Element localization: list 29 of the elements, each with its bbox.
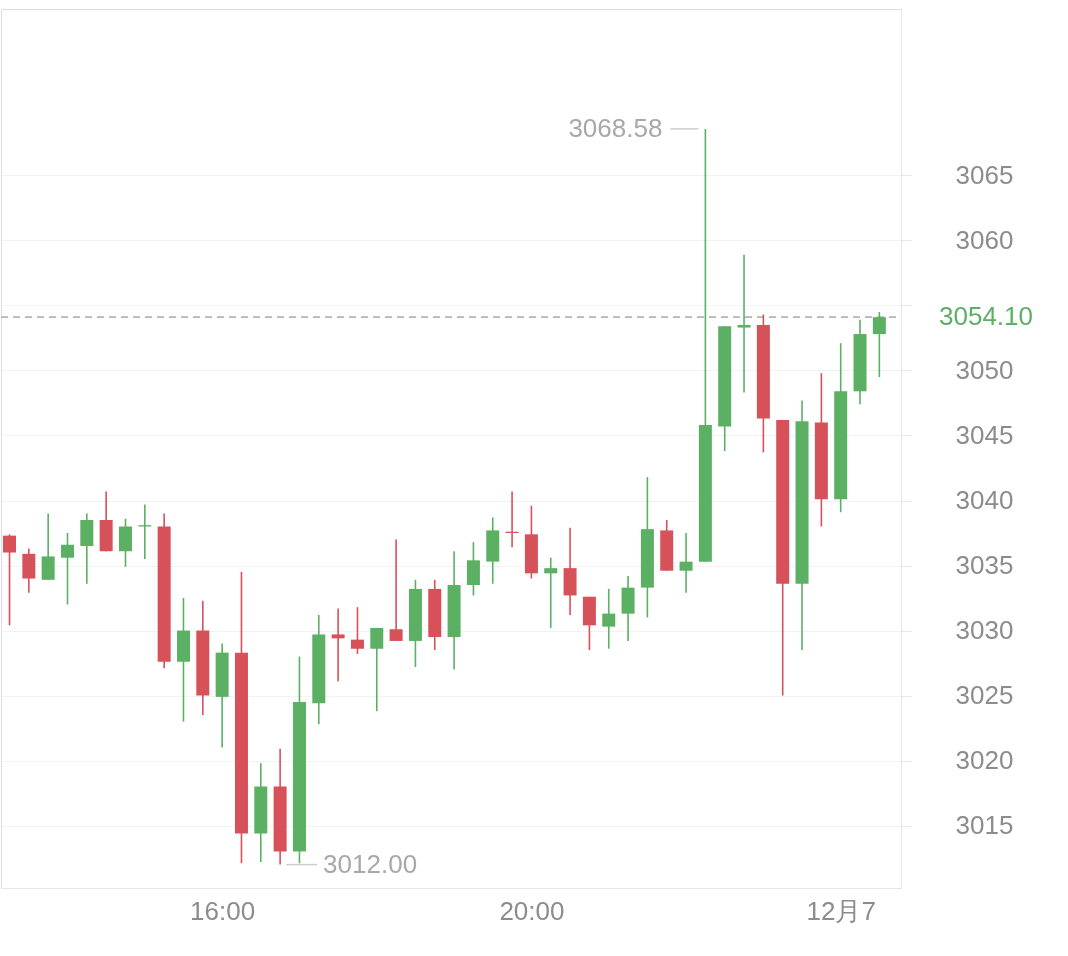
candlestick <box>138 503 152 560</box>
candlestick <box>679 532 693 594</box>
candlestick <box>737 253 751 394</box>
annotation: 3012.00 <box>323 848 418 879</box>
y-tick-label: 3050 <box>955 354 1014 385</box>
x-tick-label: 16:00 <box>190 895 256 926</box>
annotation: 3068.58 <box>568 112 663 143</box>
y-tick-label: 3020 <box>955 745 1014 776</box>
candlestick <box>389 538 403 642</box>
x-tick-label: 20:00 <box>499 895 565 926</box>
y-tick-label: 3030 <box>955 615 1014 646</box>
y-tick-label: 3040 <box>955 485 1014 516</box>
candlestick <box>3 533 17 627</box>
candlestick <box>872 311 886 378</box>
y-tick-label: 3035 <box>955 550 1014 581</box>
y-tick-label: 3025 <box>955 680 1014 711</box>
candlestick <box>60 532 74 606</box>
x-tick-label: 12月7 <box>806 895 876 926</box>
candlestick <box>370 627 384 712</box>
y-tick-label: 3065 <box>955 159 1014 190</box>
candlestick <box>602 588 616 650</box>
candlestick <box>331 607 345 683</box>
candlestick <box>350 606 364 655</box>
ref-line-label: 3054.10 <box>939 301 1033 332</box>
y-tick-label: 3045 <box>955 420 1014 450</box>
candlestick <box>544 556 558 629</box>
candlestick <box>41 512 55 581</box>
y-tick-label: 3060 <box>955 224 1014 255</box>
y-tick-label: 3015 <box>955 810 1014 841</box>
